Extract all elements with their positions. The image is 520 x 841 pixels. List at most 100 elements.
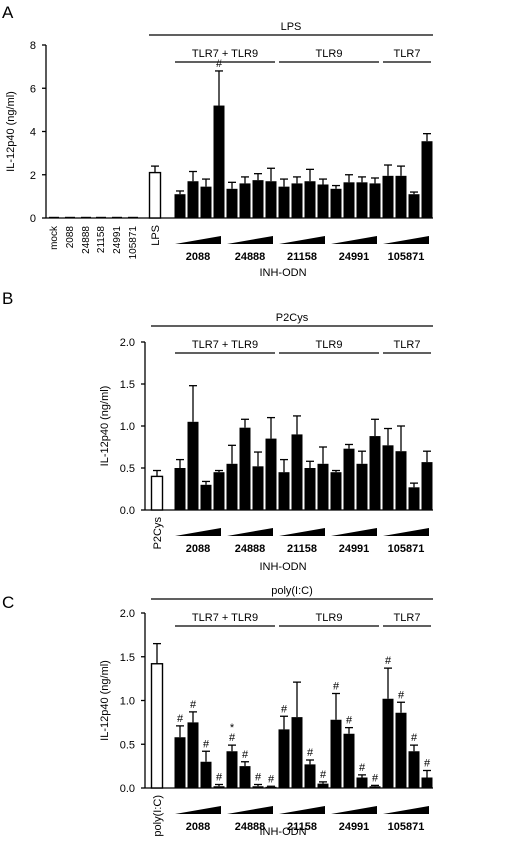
dose-wedge	[227, 806, 273, 814]
receptor-label: TLR9	[316, 339, 343, 351]
y-tick-label: 0.5	[120, 463, 135, 475]
data-bar	[330, 719, 342, 788]
y-tick-label: 2.0	[120, 608, 135, 620]
receptor-label: TLR7 + TLR9	[192, 612, 258, 624]
y-tick-label: 4	[30, 127, 36, 139]
receptor-label: TLR9	[316, 612, 343, 624]
receptor-label: TLR7	[394, 612, 421, 624]
dose-wedge	[175, 528, 221, 536]
data-bar	[408, 487, 420, 510]
data-bar	[304, 468, 316, 510]
data-bar	[356, 182, 368, 218]
dose-wedge	[227, 236, 273, 244]
data-bar	[174, 737, 186, 788]
stimulus-title: P2Cys	[276, 312, 309, 324]
stimulus-control-label: P2Cys	[152, 517, 164, 550]
data-bar	[226, 463, 238, 510]
control-label: 2088	[65, 226, 76, 249]
data-bar	[252, 466, 264, 510]
data-bar	[382, 445, 394, 510]
data-bar	[213, 105, 225, 218]
receptor-label: TLR7 + TLR9	[192, 48, 258, 60]
data-bar	[200, 761, 212, 788]
y-tick-label: 2	[30, 170, 36, 182]
significance-mark: #	[385, 655, 392, 667]
data-bar	[174, 468, 186, 510]
receptor-label: TLR9	[316, 48, 343, 60]
y-tick-label: 6	[30, 83, 36, 95]
data-bar	[304, 181, 316, 218]
data-bar	[395, 175, 407, 218]
data-bar	[421, 777, 433, 788]
data-bar	[343, 182, 355, 218]
data-bar	[213, 786, 225, 788]
data-bar	[239, 766, 251, 788]
significance-mark: #	[216, 772, 223, 784]
group-label: 105871	[388, 543, 425, 555]
significance-mark: #	[398, 689, 405, 701]
stimulus-title: LPS	[281, 21, 302, 33]
data-bar	[369, 183, 381, 218]
control-bar	[81, 216, 91, 218]
stimulus-control-label: LPS	[150, 225, 162, 246]
panel-b: B 0.0 0.5 1.0 1.5 2.0 IL-12p40 (ng/ml) P2Cys P2C…	[2, 289, 433, 573]
data-bar	[343, 733, 355, 788]
x-axis-label: INH-ODN	[259, 826, 306, 838]
control-bar	[112, 216, 122, 218]
group-label: 24991	[339, 251, 370, 263]
y-tick-label: 0.0	[120, 783, 135, 795]
group-label: 24888	[235, 251, 266, 263]
data-bar	[200, 484, 212, 510]
y-tick-label: 0.0	[120, 505, 135, 517]
y-tick-label: 1.0	[120, 421, 135, 433]
stimulus-control-label: poly(I:C)	[152, 795, 164, 837]
significance-mark: #	[424, 758, 431, 770]
group-label: 105871	[388, 251, 425, 263]
data-bar	[408, 751, 420, 788]
data-bar	[265, 438, 277, 510]
data-bar	[278, 186, 290, 218]
significance-mark: #	[320, 769, 327, 781]
group-label: 105871	[388, 821, 425, 833]
dose-wedge	[331, 236, 377, 244]
data-bar	[174, 194, 186, 218]
y-axis-label: IL-12p40 (ng/ml)	[99, 386, 111, 467]
y-tick-label: 1.0	[120, 696, 135, 708]
control-bar	[96, 216, 106, 218]
data-bar	[239, 183, 251, 218]
group-label: 24991	[339, 543, 370, 555]
data-bar	[187, 181, 199, 218]
data-bar	[317, 184, 329, 218]
stimulus-control-bar	[148, 171, 162, 219]
data-bar	[395, 712, 407, 788]
receptor-label: TLR7 + TLR9	[192, 339, 258, 351]
dose-wedge	[383, 528, 429, 536]
dose-wedge	[279, 806, 325, 814]
data-bar	[408, 194, 420, 218]
data-bar	[200, 186, 212, 218]
significance-mark: #	[190, 699, 197, 711]
dose-wedge	[175, 806, 221, 814]
group-label: 21158	[287, 543, 317, 555]
control-label: 24888	[81, 226, 92, 254]
data-bar	[291, 434, 303, 510]
y-tick-label: 1.5	[120, 652, 135, 664]
y-tick-label: 1.5	[120, 379, 135, 391]
data-bar	[395, 451, 407, 510]
group-label: 24991	[339, 821, 370, 833]
data-bar	[421, 462, 433, 510]
significance-mark: #	[242, 749, 249, 761]
significance-mark: #	[255, 772, 262, 784]
x-axis-label: INH-ODN	[259, 267, 306, 279]
stimulus-title: poly(I:C)	[271, 585, 313, 597]
data-bar	[278, 472, 290, 510]
x-axis-label: INH-ODN	[259, 561, 306, 573]
data-bar	[317, 783, 329, 788]
group-label: 21158	[287, 821, 317, 833]
control-label: 21158	[96, 226, 107, 254]
data-bar	[278, 729, 290, 788]
control-label: 105871	[128, 226, 139, 260]
data-bar	[356, 463, 368, 510]
significance-mark: #	[203, 738, 210, 750]
